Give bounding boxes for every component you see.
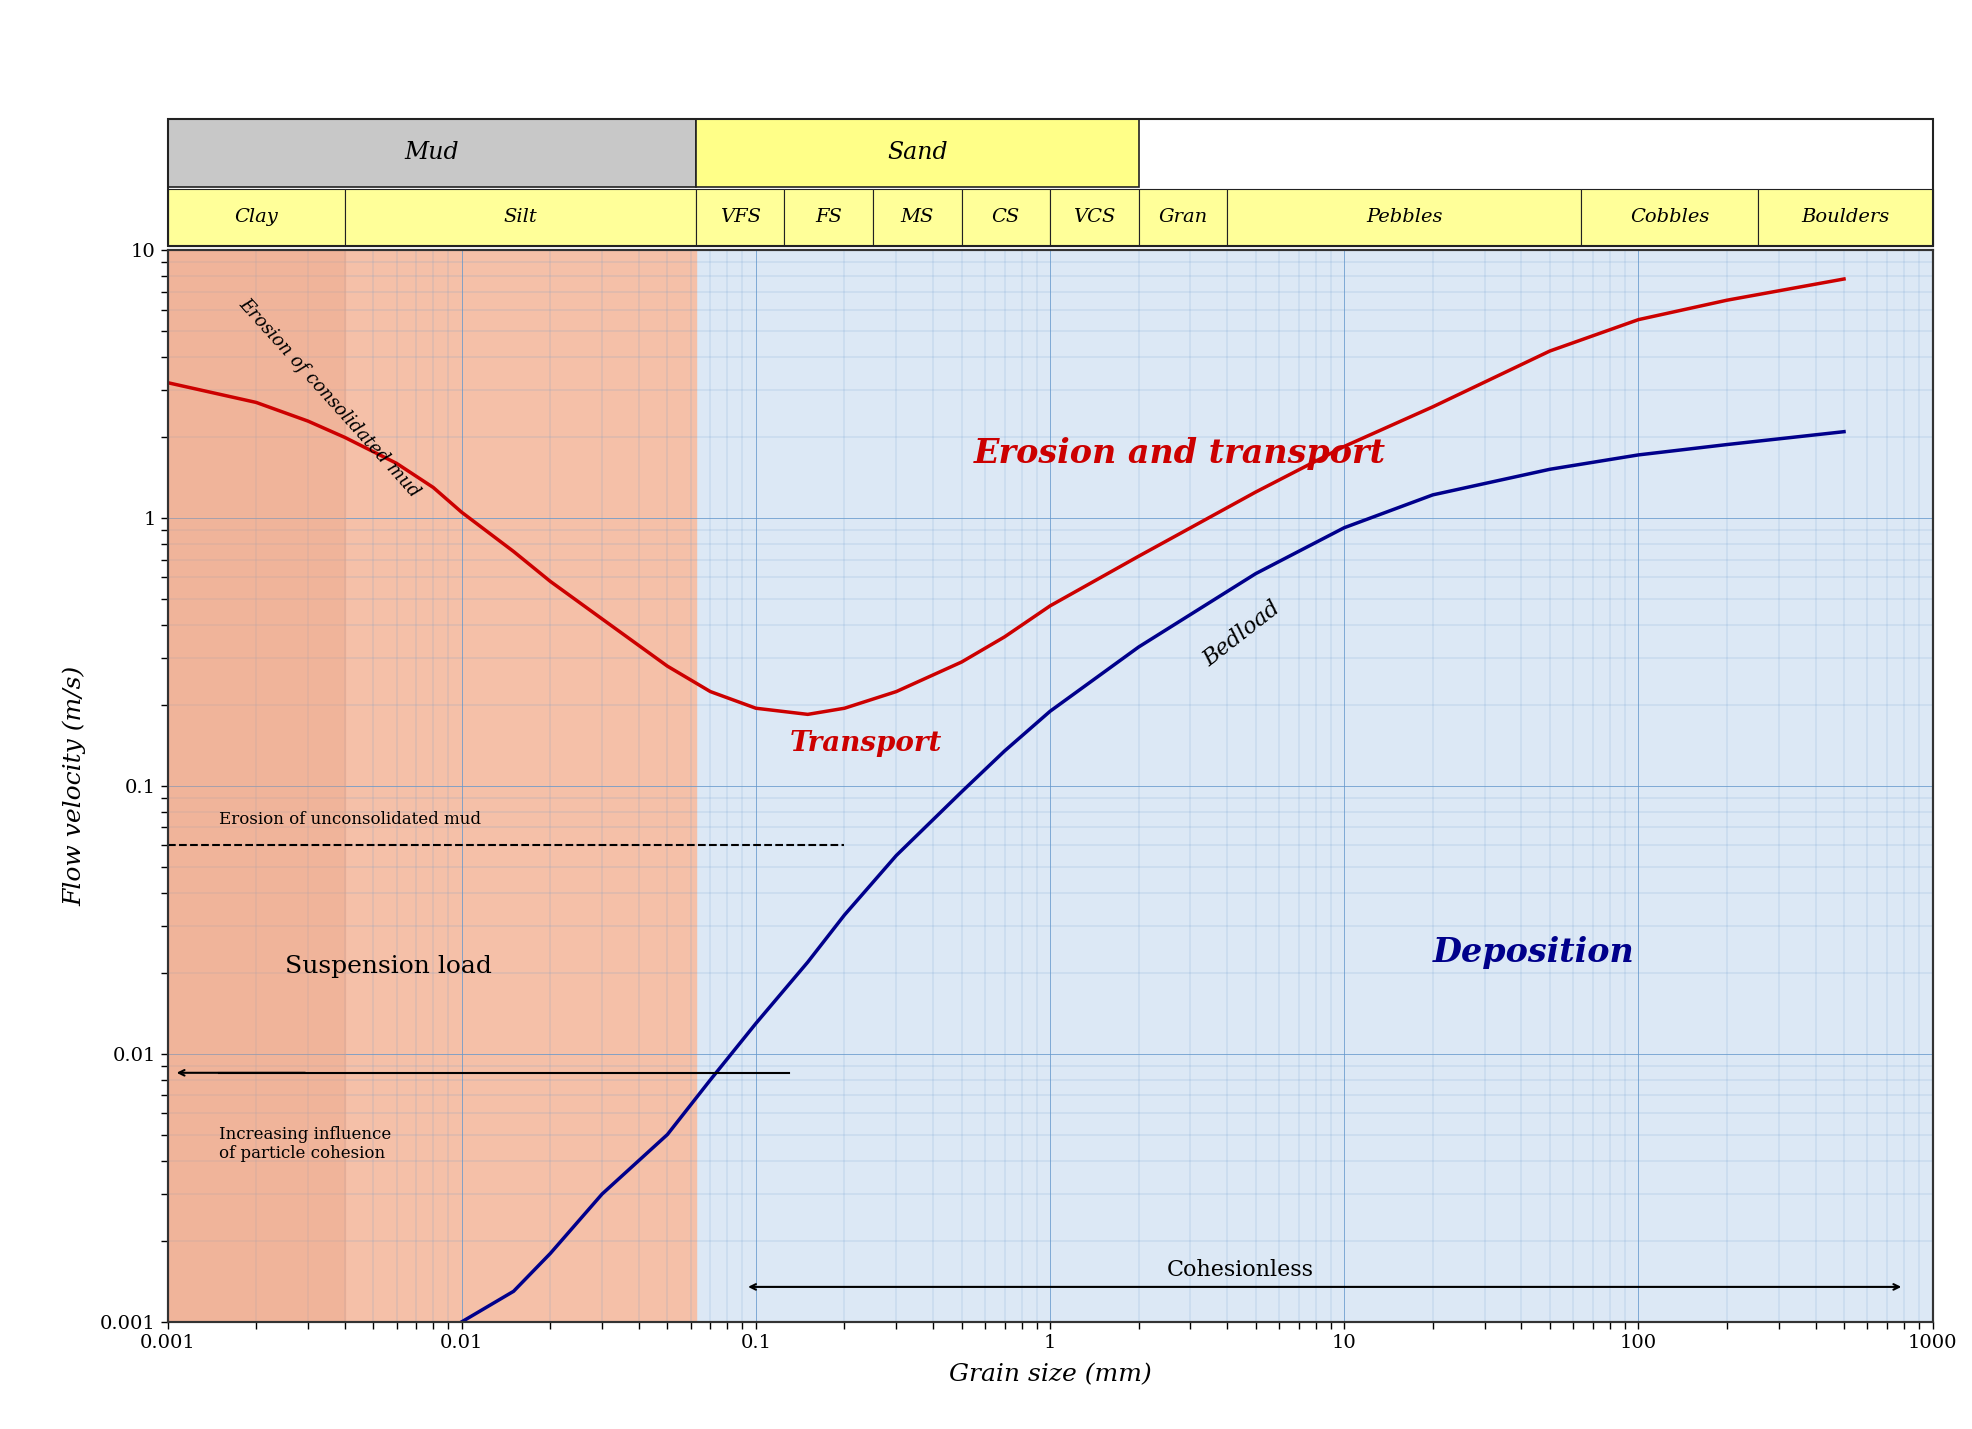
Text: Boulders: Boulders [1800, 209, 1889, 226]
Y-axis label: Flow velocity (m/s): Flow velocity (m/s) [63, 666, 87, 906]
Text: Transport: Transport [789, 730, 943, 757]
Text: Erosion of unconsolidated mud: Erosion of unconsolidated mud [219, 812, 481, 829]
Text: Erosion of consolidated mud: Erosion of consolidated mud [235, 294, 424, 500]
Text: Gran: Gran [1158, 209, 1207, 226]
Text: Mud: Mud [404, 141, 459, 164]
Text: Erosion and transport: Erosion and transport [974, 437, 1386, 470]
Text: Increasing influence
of particle cohesion: Increasing influence of particle cohesio… [219, 1126, 392, 1162]
Text: Deposition: Deposition [1434, 936, 1635, 969]
Text: Suspension load: Suspension load [284, 955, 491, 979]
Text: Sand: Sand [887, 141, 949, 164]
Text: VCS: VCS [1073, 209, 1116, 226]
Text: Clay: Clay [235, 209, 278, 226]
Text: Silt: Silt [503, 209, 536, 226]
Text: VFS: VFS [720, 209, 761, 226]
Text: FS: FS [814, 209, 842, 226]
Text: MS: MS [901, 209, 935, 226]
Text: Pebbles: Pebbles [1367, 209, 1444, 226]
Text: Bedload: Bedload [1199, 597, 1284, 672]
Text: CS: CS [992, 209, 1020, 226]
Text: Cobbles: Cobbles [1631, 209, 1710, 226]
X-axis label: Grain size (mm): Grain size (mm) [949, 1363, 1152, 1386]
Text: Cohesionless: Cohesionless [1167, 1259, 1313, 1282]
